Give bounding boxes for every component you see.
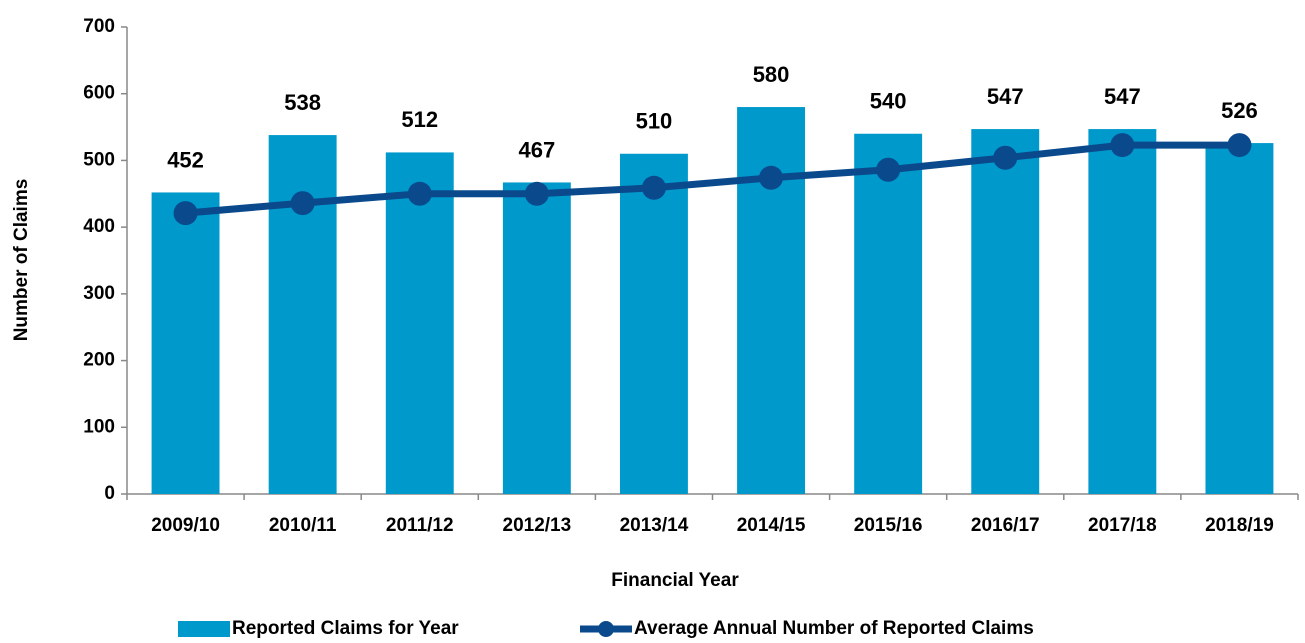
bar xyxy=(268,135,337,494)
data-label: 452 xyxy=(167,147,204,172)
line-marker xyxy=(290,191,315,216)
data-label: 547 xyxy=(987,84,1024,109)
data-label: 547 xyxy=(1104,84,1141,109)
y-tick-label: 300 xyxy=(83,283,115,304)
bar xyxy=(619,153,688,494)
line-marker xyxy=(876,157,901,182)
data-label: 510 xyxy=(636,109,673,134)
line xyxy=(185,141,1240,217)
bar xyxy=(385,152,454,494)
x-tick-label: 2014/15 xyxy=(737,515,806,536)
y-tick-label: 100 xyxy=(83,416,115,437)
data-label: 526 xyxy=(1221,98,1258,123)
bar xyxy=(971,129,1040,494)
bar xyxy=(737,107,806,495)
y-tick-label: 500 xyxy=(83,149,115,170)
data-label: 540 xyxy=(870,89,907,114)
x-tick-label: 2011/12 xyxy=(386,515,454,536)
legend-marker xyxy=(598,621,614,637)
line-marker xyxy=(993,145,1018,170)
line-marker xyxy=(1110,133,1135,158)
data-label: 580 xyxy=(753,62,790,87)
x-tick-label: 2017/18 xyxy=(1088,515,1157,536)
y-tick-label: 400 xyxy=(83,216,115,237)
x-tick-label: 2013/14 xyxy=(620,515,689,536)
y-tick-label: 700 xyxy=(83,16,115,37)
x-tick-label: 2009/10 xyxy=(151,515,220,536)
bar xyxy=(1205,143,1274,494)
x-tick-label: 2015/16 xyxy=(854,515,923,536)
data-label: 538 xyxy=(284,90,321,115)
x-tick-label: 2018/19 xyxy=(1205,515,1274,536)
bar xyxy=(854,133,923,494)
line-marker xyxy=(524,181,549,206)
legend-label: Average Annual Number of Reported Claims xyxy=(634,618,1034,639)
y-axis-title: Number of Claims xyxy=(11,179,32,342)
x-tick-label: 2016/17 xyxy=(971,515,1040,536)
y-tick-label: 600 xyxy=(83,83,115,104)
x-axis-title: Financial Year xyxy=(611,570,739,591)
legend-swatch xyxy=(178,621,230,637)
y-tick-label: 0 xyxy=(104,483,115,504)
data-label: 512 xyxy=(401,107,438,132)
data-label: 467 xyxy=(518,137,555,162)
line-marker xyxy=(1227,133,1252,158)
bar xyxy=(1088,129,1157,494)
line-marker xyxy=(641,175,666,200)
line-marker xyxy=(173,201,198,226)
line-marker xyxy=(407,181,432,206)
bar xyxy=(502,182,571,495)
legend-label: Reported Claims for Year xyxy=(232,618,459,639)
x-tick-label: 2010/11 xyxy=(269,515,337,536)
x-tick-label: 2012/13 xyxy=(503,515,572,536)
y-tick-label: 200 xyxy=(83,350,115,371)
bar xyxy=(151,192,220,495)
line-marker xyxy=(759,165,784,190)
